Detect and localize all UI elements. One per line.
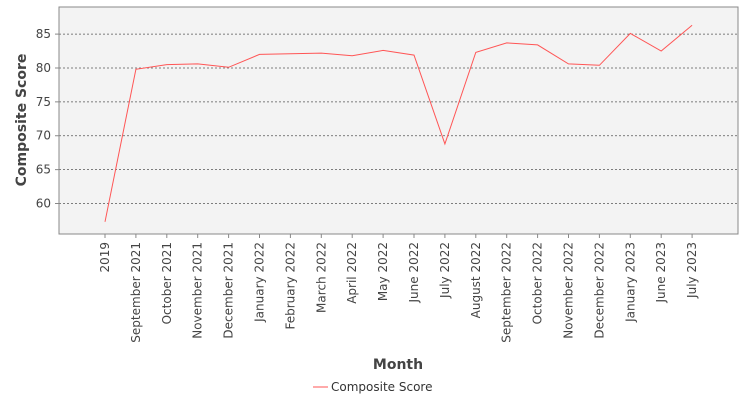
x-tick-label: February 2022: [283, 242, 297, 330]
x-tick-label: June 2022: [407, 242, 421, 304]
legend-label: Composite Score: [331, 380, 432, 394]
x-tick-label: September 2021: [129, 242, 143, 343]
x-tick-label: 2019: [98, 242, 112, 273]
x-tick-label: January 2023: [623, 242, 637, 323]
x-axis-title: Month: [373, 357, 423, 373]
x-tick-label: November 2021: [191, 242, 205, 339]
x-tick-label: March 2022: [314, 242, 328, 313]
plot-area: [58, 6, 739, 235]
x-tick-labels: 2019 September 2021 October 2021 November 2…: [98, 234, 699, 343]
y-tick-label: 85: [36, 27, 51, 41]
x-tick-label: June 2023: [654, 242, 668, 304]
x-tick-label: July 2022: [438, 242, 452, 299]
x-tick-label: December 2021: [222, 242, 236, 339]
legend: Composite Score: [313, 380, 432, 394]
x-tick-label: April 2022: [345, 242, 359, 304]
x-tick-label: May 2022: [376, 242, 390, 301]
y-tick-label: 65: [36, 163, 51, 177]
y-axis-title: Composite Score: [14, 54, 30, 187]
y-tick-label: 80: [36, 61, 51, 75]
x-tick-label: August 2022: [469, 242, 483, 318]
y-tick-labels: 60 65 70 75 80 85: [36, 27, 59, 211]
x-tick-label: October 2021: [160, 242, 174, 324]
series-line-composite-score: [104, 24, 693, 222]
y-tick-label: 75: [36, 95, 51, 109]
x-tick-label: January 2022: [253, 242, 267, 323]
x-tick-label: July 2023: [685, 242, 699, 299]
gridlines: [59, 33, 738, 204]
y-tick-label: 70: [36, 129, 51, 143]
x-tick-label: September 2022: [500, 242, 514, 343]
x-tick-label: November 2022: [562, 242, 576, 339]
x-tick-label: October 2022: [531, 242, 545, 324]
x-tick-label: December 2022: [592, 242, 606, 339]
y-tick-label: 60: [36, 197, 51, 211]
